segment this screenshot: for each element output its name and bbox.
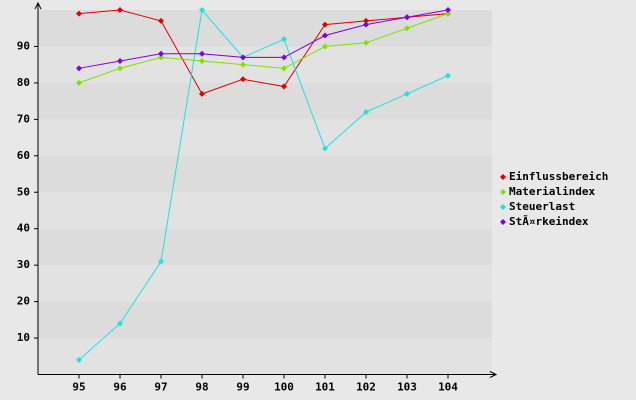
- point: [404, 25, 410, 32]
- x-tick-label: 103: [397, 381, 417, 394]
- point: [158, 17, 164, 24]
- y-tick-label: 30: [17, 258, 30, 271]
- point: [281, 65, 287, 72]
- point: [445, 7, 451, 13]
- point: [322, 21, 328, 28]
- x-tick-label: 95: [72, 381, 85, 394]
- point: [76, 356, 82, 363]
- plot-band: [38, 46, 492, 83]
- y-tick-label: 20: [17, 295, 30, 308]
- point: [445, 10, 451, 17]
- point: [322, 32, 328, 39]
- y-tick-label: 60: [17, 149, 30, 162]
- y-tick-label: 80: [17, 76, 30, 89]
- point: [117, 7, 123, 13]
- legend-marker: [500, 219, 506, 225]
- point: [199, 50, 205, 57]
- legend-marker: [500, 189, 506, 195]
- point: [117, 65, 123, 72]
- series-line: [78, 13, 449, 84]
- y-tick-label: 70: [17, 112, 30, 125]
- series-line: [78, 9, 449, 69]
- plot-band: [38, 301, 492, 339]
- legend-label: Materialindex: [509, 185, 595, 198]
- point: [158, 50, 164, 57]
- plot-band: [38, 155, 492, 193]
- y-axis-arrow: [34, 1, 42, 10]
- x-tick-label: 97: [154, 381, 167, 394]
- point: [281, 54, 287, 61]
- x-tick-label: 98: [195, 381, 208, 394]
- plot-band: [38, 82, 492, 120]
- y-tick-label: 90: [17, 39, 30, 52]
- point: [76, 65, 82, 72]
- point: [240, 76, 246, 83]
- x-tick-label: 104: [438, 381, 458, 394]
- point: [199, 90, 205, 97]
- series-line: [78, 8, 449, 361]
- legend-label: StÃ¤rkeindex: [509, 215, 589, 228]
- legend-marker: [500, 174, 506, 180]
- plot-band: [38, 265, 492, 302]
- point: [322, 43, 328, 50]
- legend-label: Einflussbereich: [509, 170, 608, 183]
- point: [117, 58, 123, 65]
- point: [445, 72, 451, 79]
- point: [158, 54, 164, 61]
- point: [117, 320, 123, 327]
- plot-band: [38, 192, 492, 229]
- point: [363, 39, 369, 46]
- point: [322, 145, 328, 152]
- point: [240, 54, 246, 61]
- point: [363, 109, 369, 116]
- x-tick-label: 99: [236, 381, 249, 394]
- point: [281, 36, 287, 43]
- point: [76, 10, 82, 17]
- x-tick-label: 101: [315, 381, 335, 394]
- x-tick-label: 100: [274, 381, 294, 394]
- point: [240, 61, 246, 68]
- point: [199, 58, 205, 65]
- point: [158, 258, 164, 265]
- series-line: [78, 9, 449, 95]
- y-tick-label: 50: [17, 185, 30, 198]
- y-tick-label: 40: [17, 222, 30, 235]
- plot-band: [38, 228, 492, 266]
- legend-marker: [500, 204, 506, 210]
- legend-label: Steuerlast: [509, 200, 575, 213]
- plot-band: [38, 338, 492, 375]
- x-tick-label: 96: [113, 381, 127, 394]
- x-axis-arrow: [489, 371, 498, 378]
- point: [404, 14, 410, 21]
- point: [363, 17, 369, 24]
- plot-band: [38, 119, 492, 156]
- x-tick-label: 102: [356, 381, 376, 394]
- point: [404, 90, 410, 97]
- point: [281, 83, 287, 90]
- y-tick-label: 10: [17, 331, 30, 344]
- point: [199, 7, 205, 13]
- point: [363, 21, 369, 28]
- point: [76, 79, 82, 86]
